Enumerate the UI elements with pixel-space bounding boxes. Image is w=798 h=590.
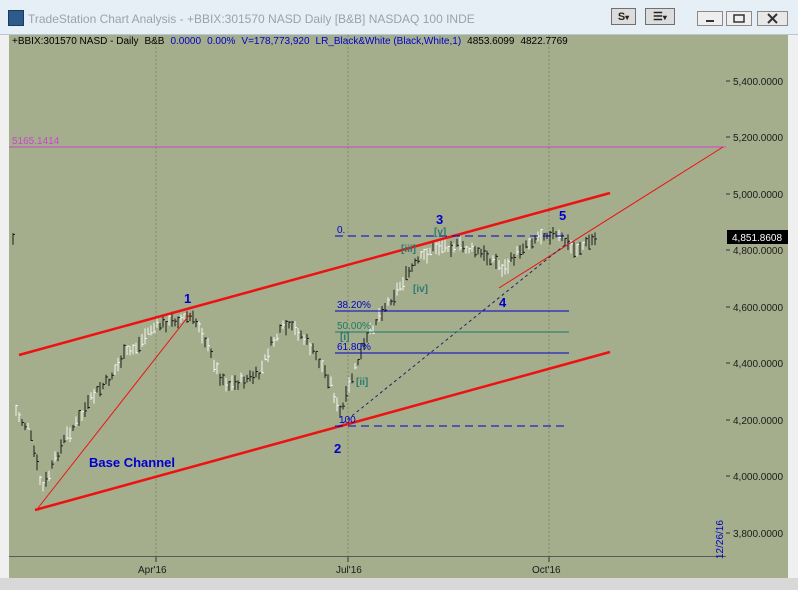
price-tick-5400: 5,400.0000: [733, 77, 783, 88]
header-val2: 4822.7769: [520, 36, 568, 47]
minimize-icon: [706, 20, 714, 22]
header-indicator: LR_Black&White (Black,White,1): [315, 36, 462, 47]
close-icon: [767, 13, 778, 24]
price-tick-4400: 4,400.0000: [733, 359, 783, 370]
price-tick-4200: 4,200.0000: [733, 416, 783, 427]
window-titlebar: TradeStation Chart Analysis - +BBIX:3015…: [0, 0, 798, 35]
header-symbol: +BBIX:301570 NASD - Daily: [12, 36, 139, 47]
wave-5-label: 5: [559, 208, 566, 223]
price-plot[interactable]: 5165.1414 0. 38.20% 50.00% 61.80% 100 1 …: [9, 35, 727, 556]
upper-trend-line: [498, 146, 724, 289]
header-change: 0.0000: [170, 36, 202, 47]
wave1-trend-line: [37, 312, 192, 509]
dashed-trend-line: [337, 239, 572, 428]
price-tick-3800: 3,800.0000: [733, 529, 783, 540]
price-tick-4800: 4,800.0000: [733, 246, 783, 257]
header-volume: V=178,773,920: [241, 36, 310, 47]
time-tick-apr: Apr'16: [138, 565, 167, 576]
fib-50-label: 50.00%: [337, 321, 371, 332]
date-vertical-label: 12/26/16: [715, 520, 726, 559]
time-axis-svg: Apr'16 Jul'16 Oct'16: [138, 557, 561, 576]
base-channel-label: Base Channel: [89, 455, 175, 470]
subwave-ii-label: [ii]: [356, 377, 368, 388]
price-tick-4000: 4,000.0000: [733, 472, 783, 483]
header-pct: 0.00%: [207, 36, 236, 47]
wave-4-label: 4: [499, 295, 507, 310]
fib-100-label: 100: [339, 415, 356, 426]
upper-channel-line: [18, 191, 611, 357]
subwave-v-label: [v]: [434, 227, 446, 238]
price-tick-4600: 4,600.0000: [733, 303, 783, 314]
fib-61-label: 61.80%: [337, 342, 371, 353]
lower-channel-line: [34, 350, 611, 512]
fib-0-label: 0.: [337, 225, 345, 236]
wave-2-label: 2: [334, 441, 341, 456]
subwave-i-label: [i]: [340, 332, 349, 343]
price-tick-5000: 5,000.0000: [733, 190, 783, 201]
wave-3-label: 3: [436, 212, 443, 227]
current-price-label: 4,851.8608: [732, 233, 782, 244]
close-button[interactable]: [757, 11, 788, 26]
price-bars: [15, 229, 585, 492]
chart-header: +BBIX:301570 NASD - Daily B&B 0.0000 0.00% V…: [12, 36, 574, 47]
price-axis[interactable]: 5,400.0000 5,200.0000 5,000.0000 4,800.0…: [726, 35, 788, 588]
price-axis-svg: 5,400.0000 5,200.0000 5,000.0000 4,800.0…: [726, 77, 788, 540]
minimize-button[interactable]: [697, 11, 723, 26]
price-chart-svg: 5165.1414 0. 38.20% 50.00% 61.80% 100 1 …: [9, 35, 726, 556]
style-s-button[interactable]: S▾: [611, 8, 636, 25]
date-vertical-label-svg: 12/26/16: [715, 520, 726, 559]
chart-menu-button[interactable]: ☰▾: [645, 8, 675, 25]
maximize-icon: [733, 14, 745, 23]
subwave-iv-label: [iv]: [413, 284, 428, 295]
price-bars-dark: [12, 227, 597, 487]
fib-38-label: 38.20%: [337, 300, 371, 311]
chart-area[interactable]: 5165.1414 0. 38.20% 50.00% 61.80% 100 1 …: [9, 35, 788, 589]
time-tick-oct: Oct'16: [532, 565, 561, 576]
price-tick-5200: 5,200.0000: [733, 133, 783, 144]
header-style: B&B: [144, 36, 165, 47]
subwave-iii-label: [iii]: [401, 244, 416, 255]
horizontal-scrollbar[interactable]: [0, 578, 798, 590]
wave-1-label: 1: [184, 291, 191, 306]
maximize-button[interactable]: [726, 11, 752, 26]
window-title: TradeStation Chart Analysis - +BBIX:3015…: [28, 12, 475, 26]
current-price-box: [727, 230, 788, 244]
header-val1: 4853.6099: [467, 36, 515, 47]
app-icon: [8, 10, 24, 26]
time-tick-jul: Jul'16: [336, 565, 362, 576]
horizontal-level-label: 5165.1414: [12, 136, 60, 147]
